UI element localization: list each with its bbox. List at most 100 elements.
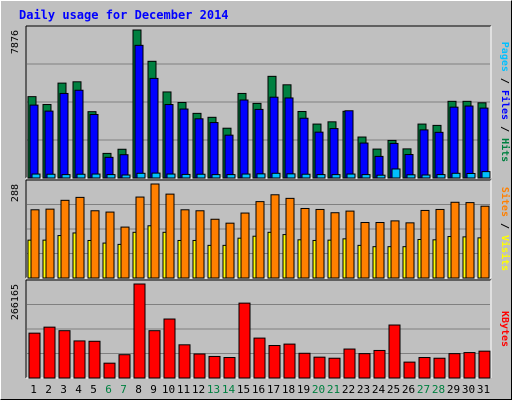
pages-bar [46,173,56,179]
sites-bar [30,209,40,279]
day-label: 1 [30,383,37,396]
hits-legend-files: Files [499,90,511,120]
day-label: 16 [252,383,265,396]
day-label: 6 [105,383,112,396]
pages-bar [226,174,236,179]
sites-bar [285,197,295,279]
sites-bar [435,208,445,279]
day-label: 8 [135,383,142,396]
kbytes-max-label: 266165 [10,284,21,320]
day-label: 18 [282,383,295,396]
page-title: Daily usage for December 2014 [19,8,229,22]
day-label: 3 [60,383,67,396]
day-label: 21 [327,383,340,396]
files-bar [239,99,249,179]
day-label: 25 [387,383,400,396]
sites-legend-visits: Visits [499,235,511,271]
pages-bar [76,173,86,179]
sites-bar [300,207,310,279]
kbytes-bar [133,283,146,379]
kbytes-bar [418,357,431,379]
pages-bar [466,172,476,179]
pages-bar [181,173,191,179]
sites-bar [135,196,145,279]
day-label: 28 [432,383,445,396]
kbytes-bar [328,357,341,379]
pages-bar [361,174,371,179]
pages-bar [451,172,461,179]
sites-max-label: 288 [10,184,21,202]
pages-bar [61,174,71,179]
sites-legend-sites: Sites [499,187,511,217]
day-label: 29 [447,383,460,396]
sites-bar [45,208,55,279]
pages-bar [391,168,401,179]
kbytes-bar [403,361,416,379]
kbytes-bar [28,332,41,379]
kbytes-bar [343,348,356,379]
hits-max-label: 7876 [10,30,21,54]
files-bar [314,131,324,179]
day-label: 11 [177,383,190,396]
files-bar [89,113,99,179]
sites-legend: Sites / Visits [499,187,511,271]
pages-bar [406,174,416,179]
sites-bar [105,211,115,279]
files-bar [194,118,204,179]
day-label: 4 [75,383,82,396]
day-label: 31 [477,383,490,396]
day-label: 26 [402,383,415,396]
day-label: 12 [192,383,205,396]
pages-bar [136,172,146,179]
kbytes-bar [283,343,296,379]
kbytes-bar [373,349,386,379]
kbytes-bar [268,345,281,379]
kbytes-bar [313,356,326,379]
files-bar [329,128,339,179]
day-label: 22 [342,383,355,396]
day-label: 15 [237,383,250,396]
kbytes-bar [163,318,176,379]
kbytes-bar [178,344,191,379]
sites-bar [390,220,400,279]
files-bar [344,110,354,179]
day-label: 9 [150,383,157,396]
kbytes-bar [118,354,131,379]
pages-bar [166,173,176,179]
kbytes-bar [58,330,71,379]
pages-bar [31,173,41,179]
sites-bar [375,222,385,279]
kbytes-bar [193,353,206,379]
hits-legend-hits: Hits [499,138,511,162]
day-label: 23 [357,383,370,396]
kbytes-bar [433,357,446,379]
sites-bar [360,222,370,279]
pages-bar [481,171,491,179]
files-bar [419,129,429,179]
sites-bar [120,226,130,279]
files-bar [224,134,234,179]
pages-bar [301,173,311,179]
files-bar [209,122,219,179]
kbytes-bar [88,340,101,379]
day-label: 5 [90,383,97,396]
pages-bar [121,174,131,179]
pages-bar [376,174,386,179]
pages-bar [196,173,206,179]
pages-bar [151,172,161,179]
day-label: 7 [120,383,127,396]
sites-bar [225,222,235,279]
files-bar [479,107,489,179]
sites-bar [150,183,160,279]
sites-bar [270,194,280,279]
day-label: 30 [462,383,475,396]
sites-bar [75,196,85,279]
kbytes-bar [43,326,56,379]
kbytes-legend: KBytes [499,311,510,347]
day-label: 13 [207,383,220,396]
day-label: 14 [222,383,236,396]
kbytes-bar [223,357,236,379]
pages-bar [271,172,281,179]
kbytes-bar [298,352,311,379]
kbytes-bar [238,302,251,379]
